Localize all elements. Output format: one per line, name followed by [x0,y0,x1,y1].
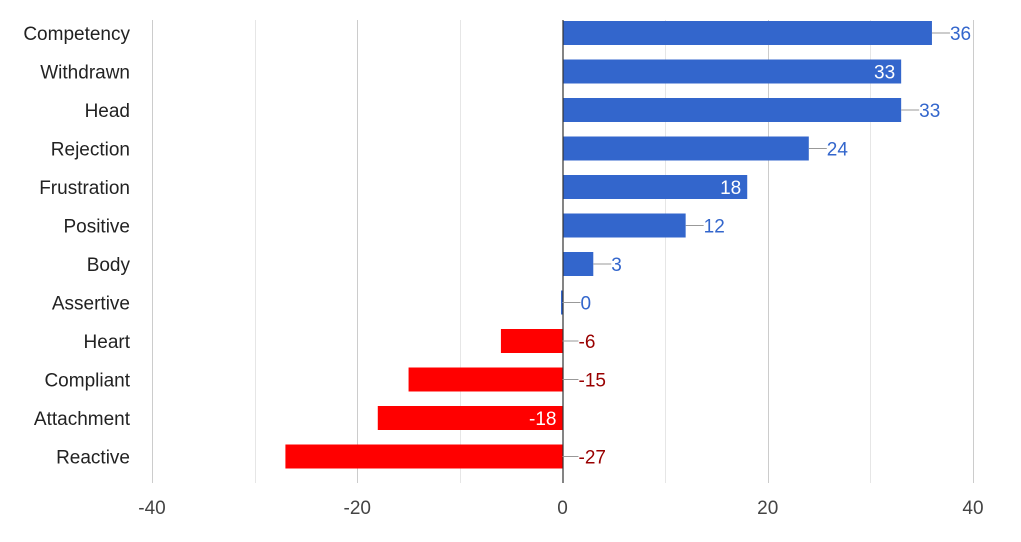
category-label: Competency [23,24,130,45]
category-label: Positive [63,217,130,238]
data-labels: 36 33 33 24 18 12 30 -6 -15 -18 -27 [529,24,971,469]
bars [285,21,932,469]
x-tick-label: 40 [962,498,983,519]
data-label: 0 [581,294,592,315]
data-label: -18 [529,409,556,430]
data-label: -15 [579,371,606,392]
category-label: Frustration [39,178,130,199]
bar-positive [562,213,686,238]
category-label: Attachment [34,409,131,430]
category-label: Head [85,101,130,122]
category-label: Assertive [52,294,130,315]
data-label: 3 [611,255,622,276]
bar-assertive [561,290,563,315]
grid-lines [152,20,974,483]
bar-compliant [408,367,563,392]
data-label: -6 [579,332,596,353]
data-label: -27 [579,448,606,469]
bar-competency [562,21,932,45]
bar-frustration [562,175,748,199]
category-label: Rejection [51,140,130,161]
category-label: Reactive [56,448,130,469]
data-label: 12 [704,217,725,238]
data-label: 33 [874,63,895,84]
bar-body [562,252,594,276]
x-tick-label: 0 [557,498,568,519]
bar-head [562,98,902,122]
bar-rejection [562,136,809,161]
category-labels: Competency Withdrawn Head Rejection Frustrat… [23,24,130,469]
data-label: 36 [950,24,971,45]
x-tick-label: -40 [138,498,165,519]
data-label: 33 [919,101,940,122]
category-label: Heart [84,332,131,353]
data-label: 18 [720,178,741,199]
bar-attachment [377,406,563,430]
bar-reactive [285,444,563,469]
bar-withdrawn [562,59,902,84]
data-label: 24 [827,140,849,161]
category-label: Compliant [44,371,130,392]
bar-heart [500,329,563,353]
x-axis-tick-labels: -40 -20 0 20 40 [138,498,983,519]
category-label: Body [87,255,131,276]
category-label: Withdrawn [40,63,130,84]
x-tick-label: -20 [344,498,371,519]
x-tick-label: 20 [757,498,778,519]
